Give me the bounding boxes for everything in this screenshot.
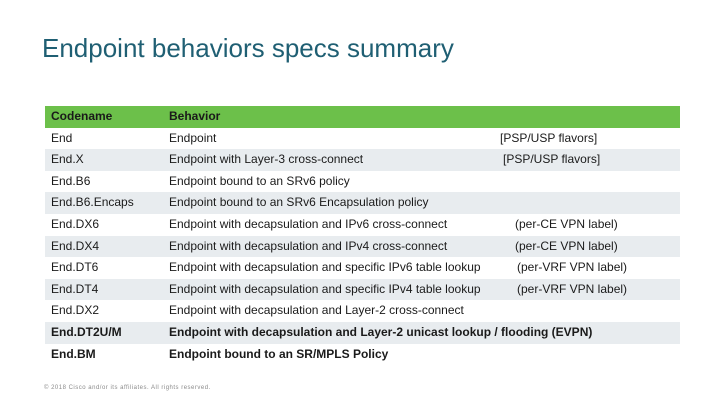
row-behavior: Endpoint bound to an SRv6 policy bbox=[169, 173, 350, 188]
row-behavior: Endpoint with decapsulation and Layer-2 … bbox=[169, 303, 464, 318]
row-note: (per-CE VPN label) bbox=[515, 216, 618, 231]
row-codename: End.B6.Encaps bbox=[51, 195, 134, 210]
table-row: End.B6 Endpoint bound to an SRv6 policy bbox=[45, 171, 680, 193]
row-behavior: Endpoint with Layer-3 cross-connect bbox=[169, 152, 364, 167]
row-behavior: Endpoint with decapsulation and IPv6 cro… bbox=[169, 216, 448, 231]
table-header-row: Codename Behavior bbox=[45, 106, 680, 128]
slide-title: Endpoint behaviors specs summary bbox=[42, 33, 454, 63]
table-row: End Endpoint [PSP/USP flavors] bbox=[45, 128, 680, 150]
row-behavior: Endpoint with decapsulation and specific… bbox=[169, 260, 481, 275]
row-codename: End.DX4 bbox=[51, 238, 100, 253]
row-behavior: Endpoint with decapsulation and specific… bbox=[169, 281, 481, 296]
header-codename: Codename bbox=[51, 109, 113, 123]
table-row: End.DX6 Endpoint with decapsulation and … bbox=[45, 214, 680, 236]
row-codename: End.B6 bbox=[51, 173, 91, 188]
row-note: (per-VRF VPN label) bbox=[517, 281, 628, 296]
row-codename: End.BM bbox=[51, 346, 96, 361]
table-row: End.DX4 Endpoint with decapsulation and … bbox=[45, 235, 680, 258]
behaviors-table: Codename Behavior End Endpoint [PSP/USP … bbox=[45, 106, 680, 365]
table-row: End.DT2U/M Endpoint with decapsulation a… bbox=[45, 321, 680, 344]
row-codename: End.DT6 bbox=[51, 260, 99, 275]
row-behavior: Endpoint with decapsulation and IPv4 cro… bbox=[169, 238, 448, 253]
row-codename: End.X bbox=[51, 152, 84, 167]
header-behavior: Behavior bbox=[169, 109, 221, 123]
row-codename: End.DT2U/M bbox=[51, 324, 122, 339]
row-codename: End.DX2 bbox=[51, 303, 100, 318]
row-codename: End.DX6 bbox=[51, 216, 100, 231]
row-codename: End.DT4 bbox=[51, 281, 99, 296]
table-row: End.X Endpoint with Layer-3 cross-connec… bbox=[45, 149, 680, 171]
table-row: End.BM Endpoint bound to an SR/MPLS Poli… bbox=[45, 344, 680, 366]
table-row: End.DT4 Endpoint with decapsulation and … bbox=[45, 278, 680, 301]
table-row: End.DX2 Endpoint with decapsulation and … bbox=[45, 300, 680, 322]
table-row: End.B6.Encaps Endpoint bound to an SRv6 … bbox=[45, 192, 680, 214]
row-note: [PSP/USP flavors] bbox=[503, 152, 601, 167]
row-codename: End bbox=[51, 130, 73, 145]
copyright-footer: © 2018 Cisco and/or its affiliates. All … bbox=[44, 385, 211, 391]
row-note: (per-CE VPN label) bbox=[515, 238, 618, 253]
row-behavior: Endpoint with decapsulation and Layer-2 … bbox=[169, 324, 593, 339]
row-note: [PSP/USP flavors] bbox=[500, 130, 598, 145]
row-behavior: Endpoint bound to an SRv6 Encapsulation … bbox=[169, 195, 429, 210]
row-note: (per-VRF VPN label) bbox=[517, 260, 628, 275]
table-row: End.DT6 Endpoint with decapsulation and … bbox=[45, 257, 680, 279]
row-behavior: Endpoint bound to an SR/MPLS Policy bbox=[169, 346, 389, 361]
row-behavior: Endpoint bbox=[169, 130, 217, 145]
